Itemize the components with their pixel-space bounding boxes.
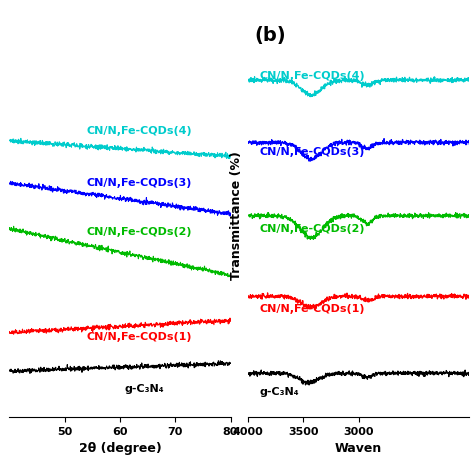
X-axis label: 2θ (degree): 2θ (degree): [79, 442, 161, 456]
X-axis label: Waven: Waven: [335, 442, 383, 456]
Text: CN/N,Fe-CQDs(4): CN/N,Fe-CQDs(4): [87, 126, 192, 136]
Y-axis label: Transmittance (%): Transmittance (%): [230, 151, 243, 280]
Text: CN/N,Fe-CQDs(3): CN/N,Fe-CQDs(3): [87, 178, 192, 189]
Text: CN/N,Fe-CQDs(3): CN/N,Fe-CQDs(3): [259, 147, 365, 157]
Text: CN/N,Fe-CQDs(2): CN/N,Fe-CQDs(2): [259, 224, 365, 234]
Text: g-C₃N₄: g-C₃N₄: [124, 384, 164, 394]
Text: (b): (b): [255, 27, 286, 46]
Text: CN/N,Fe-CQDs(1): CN/N,Fe-CQDs(1): [259, 304, 365, 314]
Text: g-C₃N₄: g-C₃N₄: [259, 387, 299, 397]
Text: CN/N,Fe-CQDs(2): CN/N,Fe-CQDs(2): [87, 227, 192, 237]
Text: CN/N,Fe-CQDs(4): CN/N,Fe-CQDs(4): [259, 71, 365, 81]
Text: CN/N,Fe-CQDs(1): CN/N,Fe-CQDs(1): [87, 331, 192, 342]
